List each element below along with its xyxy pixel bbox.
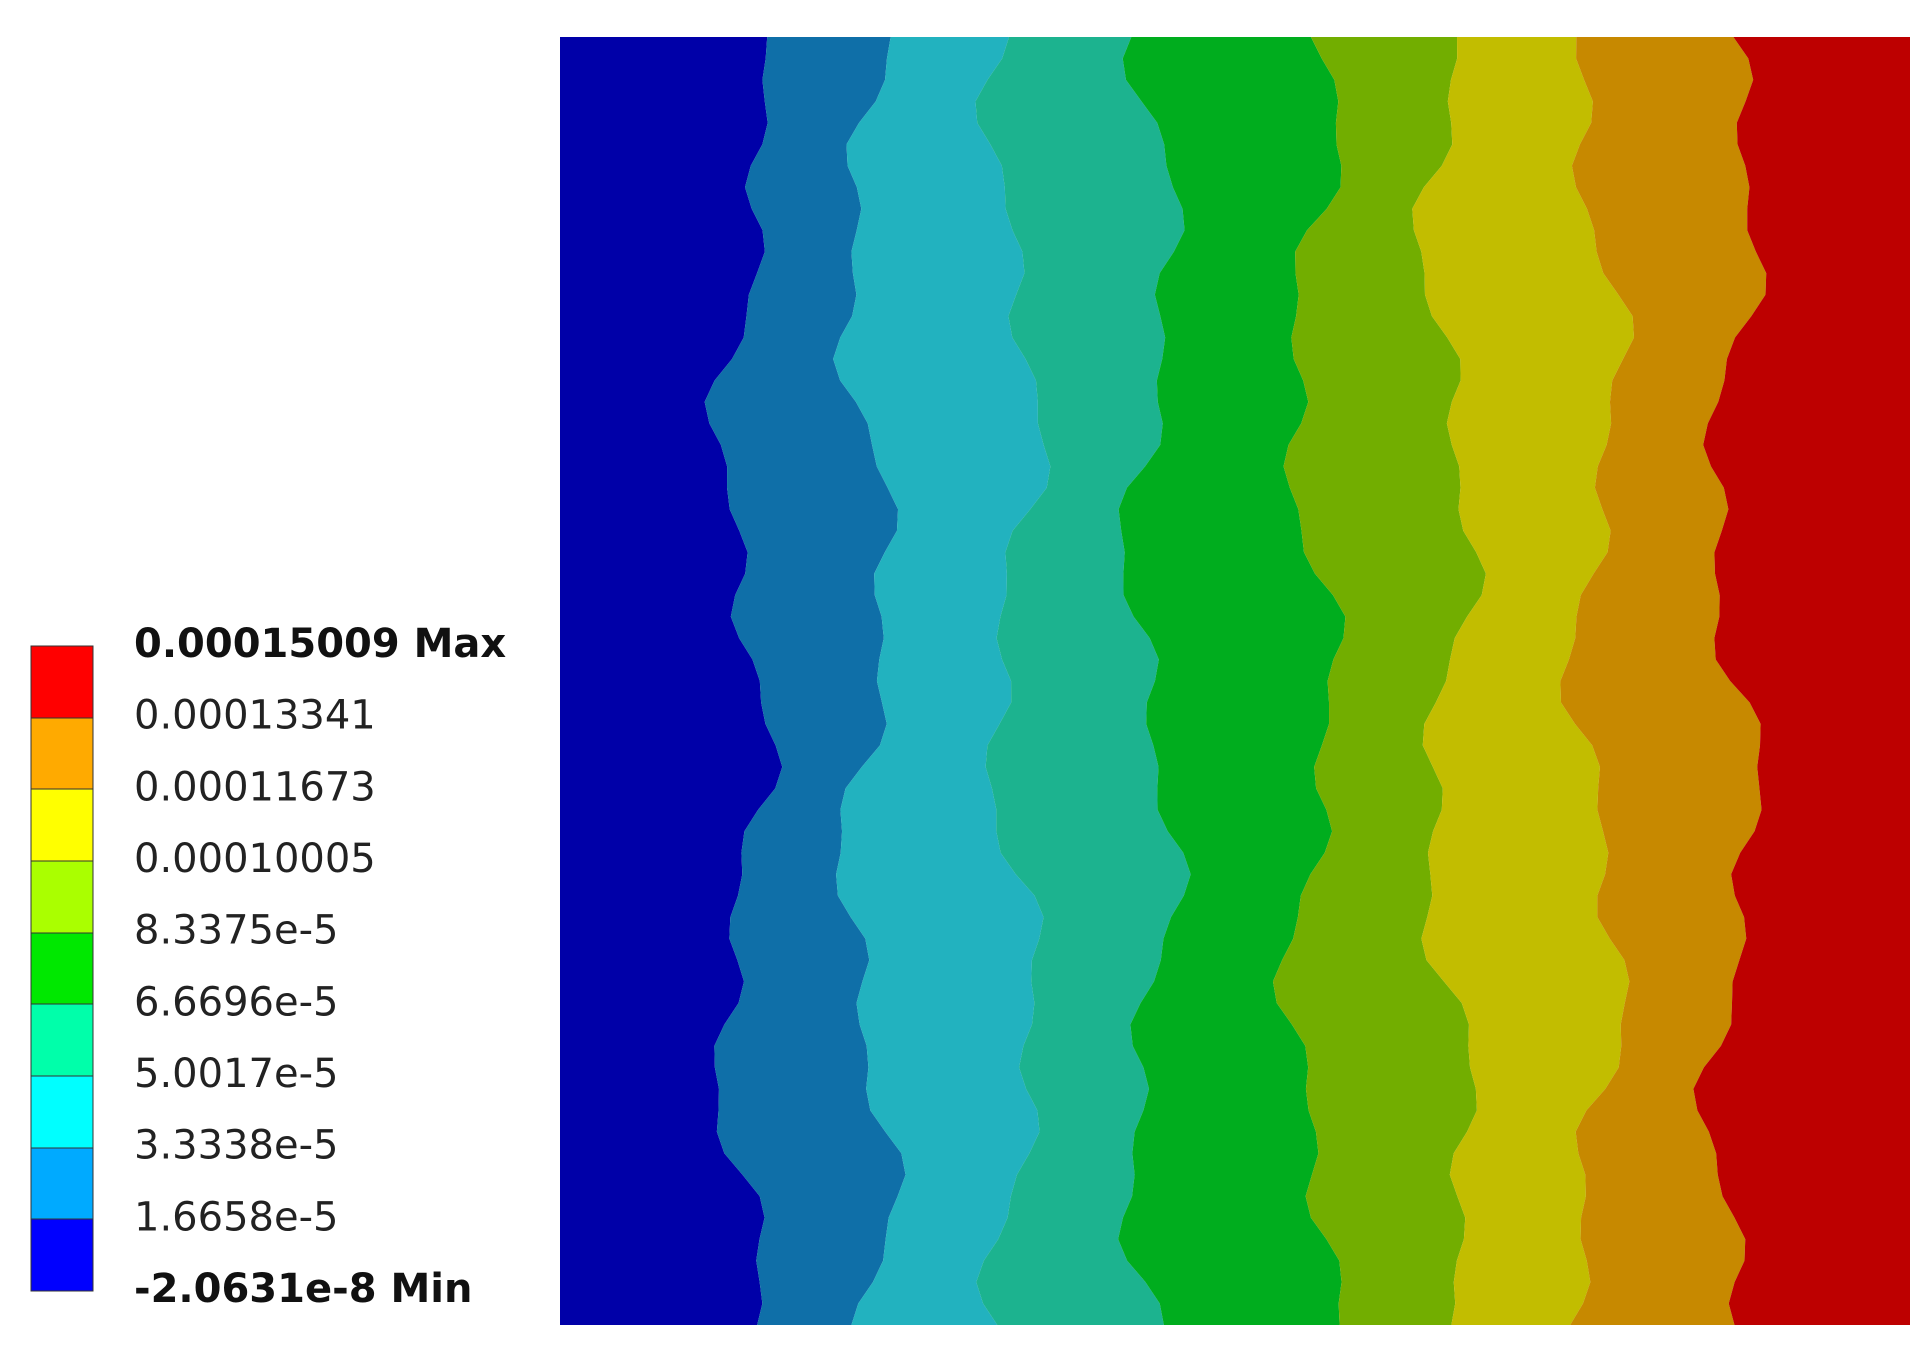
legend-label: 0.00013341 [134,693,376,739]
contour-band [1118,37,1346,1325]
contour-band [1693,37,1910,1325]
legend-band [30,1218,94,1292]
legend-band [30,717,94,790]
legend-band [30,1003,94,1077]
color-legend: 0.00015009 Max 0.00013341 0.00011673 0.0001… [30,621,506,1312]
legend-band [30,860,94,934]
contour-band [1412,37,1635,1325]
legend-label: 5.0017e-5 [134,1051,338,1097]
contour-band [833,37,1051,1325]
legend-label: 0.00015009 Max [134,621,506,667]
contour-plot [560,37,1910,1325]
contour-band [975,37,1191,1325]
legend-label: 0.00011673 [134,764,376,810]
contour-band [1560,37,1767,1325]
legend-label: 8.3375e-5 [134,908,338,954]
legend-band [30,932,94,1005]
legend-band [30,1075,94,1149]
legend-label: 1.6658e-5 [134,1194,338,1240]
contour-band [560,37,783,1325]
legend-band [30,645,94,719]
legend-band [30,788,94,862]
legend-band [30,1147,94,1220]
legend-label: -2.0631e-8 Min [134,1266,472,1312]
contour-band [704,37,906,1325]
contour-band [1272,37,1486,1325]
legend-label: 0.00010005 [134,836,376,882]
legend-label: 3.3338e-5 [134,1123,338,1169]
legend-label: 6.6696e-5 [134,979,338,1025]
